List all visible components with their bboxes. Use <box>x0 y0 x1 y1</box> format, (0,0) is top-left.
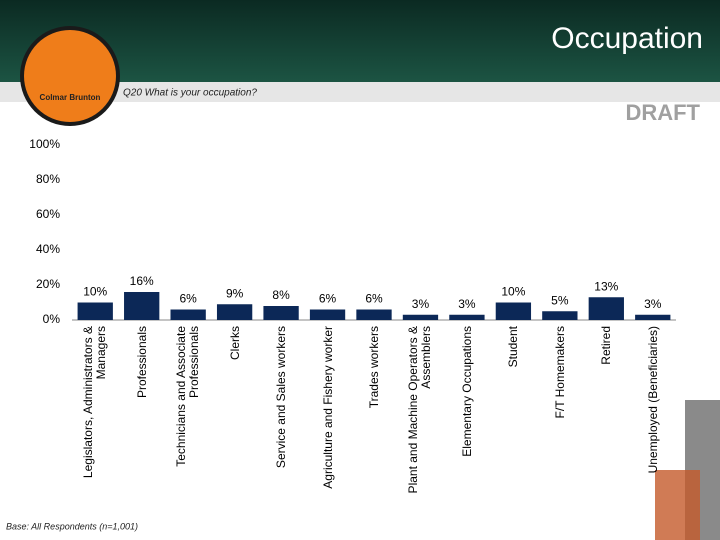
chart-title: Occupation <box>551 22 703 55</box>
value-label: 10% <box>83 285 107 299</box>
x-tick-label: Legislators, Administrators & Managers <box>81 326 109 479</box>
bar <box>170 309 206 320</box>
value-label: 13% <box>594 279 618 293</box>
bar <box>495 302 532 320</box>
bar <box>356 309 392 320</box>
value-label: 9% <box>226 286 244 300</box>
subtitle: Q20 What is your occupation? <box>123 88 257 99</box>
value-label: 3% <box>458 297 476 311</box>
value-label: 10% <box>501 285 525 299</box>
value-label: 6% <box>319 292 337 306</box>
logo <box>24 30 116 122</box>
bar <box>216 304 253 320</box>
x-tick-label: Service and Sales workers <box>273 326 288 469</box>
value-label: 6% <box>179 292 197 306</box>
value-label: 6% <box>365 292 383 306</box>
x-tick-label: Professionals <box>134 326 149 399</box>
value-label: 3% <box>644 297 662 311</box>
watermark: DRAFT <box>625 100 700 125</box>
bar <box>542 311 578 320</box>
y-tick-label: 40% <box>36 242 60 256</box>
bar <box>124 292 160 320</box>
header-band <box>0 0 720 82</box>
y-tick-label: 0% <box>43 312 61 326</box>
bar <box>309 309 346 320</box>
y-tick-label: 60% <box>36 207 60 221</box>
value-label: 8% <box>272 288 290 302</box>
bar <box>263 306 299 320</box>
x-tick-label: Clerks <box>227 326 242 361</box>
x-tick-label: Agriculture and Fishery worker <box>320 326 335 489</box>
value-label: 3% <box>412 297 430 311</box>
x-tick-label: Retired <box>598 326 613 365</box>
value-label: 16% <box>130 274 154 288</box>
x-tick-label: Plant and Machine Operators & Assemblers <box>406 326 434 494</box>
x-tick-label: Unemployed (Beneficiaries) <box>645 326 660 474</box>
bar <box>402 314 439 320</box>
photo-strip <box>655 470 700 540</box>
value-label: 5% <box>551 293 569 307</box>
subheader-band <box>0 82 720 102</box>
y-tick-label: 100% <box>29 137 60 151</box>
x-tick-label: F/T Homemakers <box>552 326 567 419</box>
footnote: Base: All Respondents (n=1,001) <box>6 521 138 531</box>
bar <box>77 302 113 320</box>
x-tick-label: Trades workers <box>366 326 381 409</box>
y-tick-label: 20% <box>36 277 60 291</box>
bar <box>588 297 624 320</box>
x-tick-label: Student <box>505 326 520 368</box>
bar <box>635 314 671 320</box>
x-tick-label: Technicians and Associate Professionals <box>174 326 202 467</box>
x-tick-label: Elementary Occupations <box>459 326 474 457</box>
logo-text: Colmar Brunton <box>40 93 101 102</box>
y-tick-label: 80% <box>36 172 60 186</box>
bar <box>449 314 485 320</box>
